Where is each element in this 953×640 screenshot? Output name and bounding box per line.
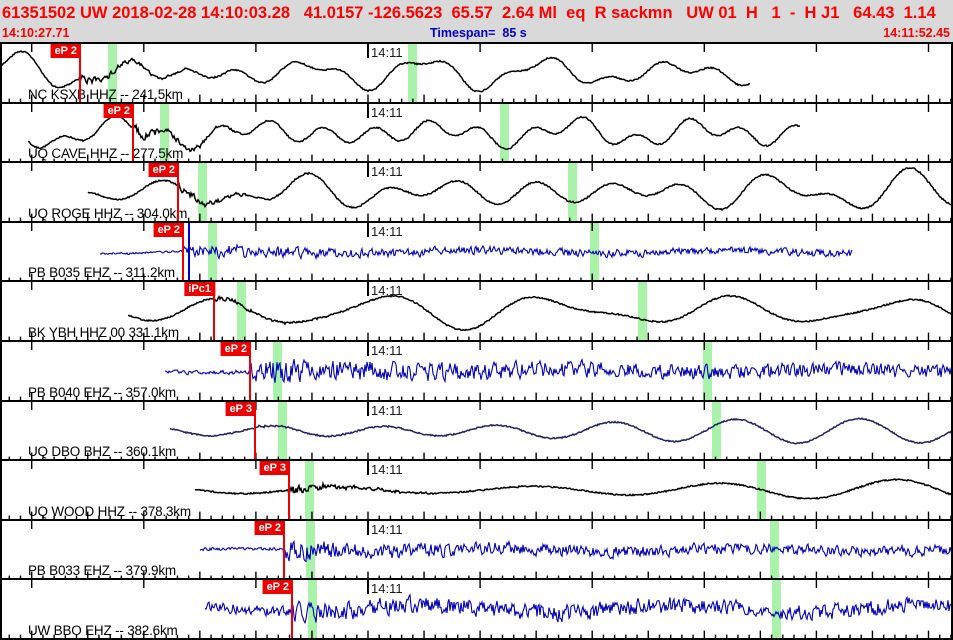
- phase-pick-flag[interactable]: eP 3: [225, 401, 256, 416]
- station-label: UQ WOOD HHZ -- 378.3km: [28, 503, 191, 519]
- phase-pick-line[interactable]: [291, 580, 293, 638]
- waveform-plot[interactable]: [0, 44, 953, 104]
- trace-panel: 14:11 eP 2 UQ ROGE HHZ -- 304.0km: [0, 163, 953, 223]
- event-summary-line: 61351502 UW 2018-02-28 14:10:03.28 41.01…: [2, 4, 936, 22]
- waveform-plot[interactable]: [0, 103, 953, 164]
- phase-pick-flag[interactable]: eP 2: [262, 580, 293, 595]
- minute-label: 14:11: [371, 521, 403, 537]
- seismic-trace[interactable]: [0, 50, 750, 93]
- trace-panel: 14:11 eP 2 UQ CAVE HHZ -- 277.5km: [0, 103, 953, 164]
- station-label: PB B040 EHZ -- 357.0km: [28, 384, 176, 400]
- station-label: BK YBH HHZ 00 331.1km: [28, 324, 179, 340]
- trace-panel: 14:11 eP 3 UQ DBO BHZ -- 360.1km: [0, 401, 953, 462]
- minute-label: 14:11: [371, 342, 403, 358]
- minute-label: 14:11: [371, 104, 403, 120]
- station-label: UQ DBO BHZ -- 360.1km: [28, 444, 177, 460]
- phase-pick-flag[interactable]: eP 2: [103, 103, 134, 118]
- arrival-window-band: [273, 341, 282, 400]
- waveform-plot[interactable]: [0, 520, 953, 581]
- window-end-time: 14:11:52.45: [883, 26, 950, 40]
- minute-label: 14:11: [371, 462, 403, 478]
- trace-panel: 14:11 eP 2 UW BBO EHZ -- 382.6km: [0, 580, 953, 640]
- seismic-trace[interactable]: [127, 294, 953, 332]
- phase-pick-flag[interactable]: eP 3: [259, 461, 290, 476]
- waveform-plot[interactable]: [0, 282, 953, 342]
- arrival-window-band: [590, 222, 599, 281]
- phase-pick-flag[interactable]: eP 2: [220, 341, 251, 356]
- phase-pick-flag[interactable]: iPc1: [184, 282, 215, 297]
- time-ruler-row: 14:10:27.71 Timespan= 85 s 14:11:52.45: [0, 26, 953, 42]
- phase-pick-line[interactable]: [177, 163, 179, 221]
- waveform-plot[interactable]: [0, 222, 953, 283]
- arrival-window-band: [305, 461, 314, 519]
- trace-panel: 14:11 eP 2 PB B033 EHZ -- 379.9km: [0, 520, 953, 581]
- minute-label: 14:11: [371, 581, 403, 597]
- arrival-window-band: [308, 580, 317, 638]
- arrival-window-band: [568, 163, 577, 221]
- minute-label: 14:11: [371, 223, 403, 239]
- waveform-plot[interactable]: [0, 401, 953, 462]
- station-label: UQ CAVE HHZ -- 277.5km: [28, 146, 184, 162]
- seismic-trace[interactable]: [164, 357, 953, 384]
- trace-panel: 14:11 eP 2 PB B035 EHZ -- 311.2km: [0, 222, 953, 283]
- seismic-trace[interactable]: [169, 416, 953, 445]
- seismic-trace[interactable]: [199, 539, 953, 563]
- phase-pick-flag[interactable]: eP 2: [50, 44, 81, 58]
- station-label: UQ ROGE HHZ -- 304.0km: [28, 205, 188, 221]
- station-label: UW BBO EHZ -- 382.6km: [28, 622, 178, 638]
- secondary-pick-line[interactable]: [188, 222, 190, 281]
- arrival-window-band: [160, 103, 169, 162]
- arrival-window-band: [772, 580, 781, 638]
- seismic-trace[interactable]: [204, 593, 953, 625]
- seismic-trace[interactable]: [194, 478, 953, 500]
- trace-panel: 14:11 iPc1 BK YBH HHZ 00 331.1km: [0, 282, 953, 342]
- phase-pick-line[interactable]: [249, 341, 251, 400]
- seismic-trace[interactable]: [99, 242, 853, 261]
- phase-pick-line[interactable]: [288, 461, 290, 519]
- event-header: 61351502 UW 2018-02-28 14:10:03.28 41.01…: [0, 0, 953, 42]
- arrival-window-band: [198, 163, 207, 221]
- arrival-window-band: [408, 44, 417, 102]
- left-border: [0, 42, 2, 640]
- window-start-time: 14:10:27.71: [2, 26, 70, 40]
- arrival-window-band: [712, 401, 721, 460]
- arrival-window-band: [237, 282, 246, 340]
- seismic-trace[interactable]: [27, 114, 801, 152]
- phase-pick-flag[interactable]: eP 2: [153, 222, 184, 237]
- minute-label: 14:11: [371, 283, 403, 299]
- arrival-window-band: [108, 44, 117, 102]
- minute-label: 14:11: [371, 45, 403, 60]
- right-border: [951, 42, 953, 640]
- phase-pick-flag[interactable]: eP 2: [148, 163, 179, 178]
- timespan-label: Timespan= 85 s: [430, 26, 527, 40]
- phase-pick-line[interactable]: [254, 401, 256, 460]
- waveform-plot[interactable]: [0, 580, 953, 640]
- station-label: NC KSXB HHZ -- 241.5km: [28, 86, 183, 102]
- station-label: PB B033 EHZ -- 379.9km: [28, 563, 176, 579]
- station-label: PB B035 EHZ -- 311.2km: [28, 265, 175, 281]
- trace-panel: 14:11 eP 2 PB B040 EHZ -- 357.0km: [0, 341, 953, 402]
- waveform-plot[interactable]: [0, 341, 953, 402]
- trace-panel: 14:11 eP 2 NC KSXB HHZ -- 241.5km: [0, 44, 953, 104]
- waveform-plot[interactable]: [0, 461, 953, 521]
- phase-pick-line[interactable]: [283, 520, 285, 579]
- minute-label: 14:11: [371, 164, 403, 180]
- arrival-window-band: [208, 222, 217, 281]
- trace-panel: 14:11 eP 3 UQ WOOD HHZ -- 378.3km: [0, 461, 953, 521]
- arrival-window-band: [500, 103, 509, 162]
- arrival-window-band: [638, 282, 647, 340]
- phase-pick-line[interactable]: [213, 282, 215, 340]
- trace-panel-stack: 14:11 eP 2 NC KSXB HHZ -- 241.5km 14:11 eP 2…: [0, 42, 953, 640]
- minute-label: 14:11: [371, 402, 403, 418]
- seismic-trace[interactable]: [87, 167, 953, 212]
- arrival-window-band: [278, 401, 287, 460]
- phase-pick-flag[interactable]: eP 2: [254, 520, 285, 535]
- phase-pick-line[interactable]: [182, 222, 184, 281]
- phase-pick-line[interactable]: [79, 44, 81, 102]
- phase-pick-line[interactable]: [132, 103, 134, 162]
